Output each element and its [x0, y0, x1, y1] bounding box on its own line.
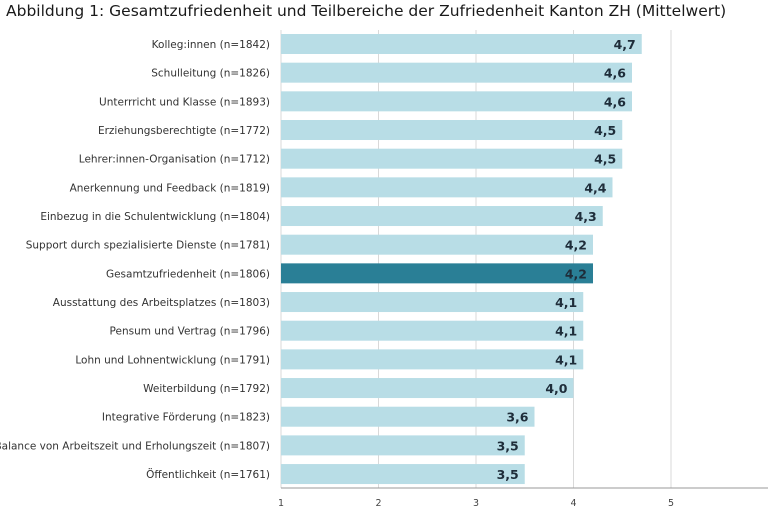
bar [281, 406, 535, 427]
value-label: 4,1 [555, 295, 577, 310]
value-label: 4,2 [565, 266, 587, 281]
category-label: Integrative Förderung (n=1823) [102, 412, 270, 424]
value-label: 4,6 [604, 66, 626, 81]
bar [281, 91, 632, 112]
value-label: 4,4 [584, 180, 606, 195]
value-label: 4,3 [575, 209, 597, 224]
bar [281, 292, 584, 313]
bar [281, 464, 525, 485]
bar [281, 234, 593, 255]
bar [281, 148, 623, 169]
x-tick-label: 3 [473, 498, 479, 509]
category-label: Ausstattung des Arbeitsplatzes (n=1803) [53, 297, 270, 309]
x-tick-label: 2 [375, 498, 381, 509]
value-label: 4,5 [594, 123, 616, 138]
category-label: Unterrricht und Klasse (n=1893) [99, 96, 270, 108]
category-label: Pensum und Vertrag (n=1796) [110, 326, 270, 338]
value-label: 4,7 [614, 37, 636, 52]
value-label: 4,6 [604, 94, 626, 109]
category-label: Support durch spezialisierte Dienste (n=… [26, 240, 270, 252]
chart-title: Abbildung 1: Gesamtzufriedenheit und Tei… [6, 2, 727, 20]
category-label: Lohn und Lohnentwicklung (n=1791) [75, 354, 270, 366]
bar [281, 34, 642, 54]
x-tick-label: 4 [570, 498, 576, 509]
value-label: 3,5 [497, 438, 519, 453]
value-label: 4,2 [565, 238, 587, 253]
category-label: Schulleitung (n=1826) [151, 68, 270, 80]
bar [281, 206, 603, 227]
x-tick-label: 5 [668, 498, 674, 509]
bar-highlight [281, 263, 593, 284]
category-label: Kolleg:innen (n=1842) [152, 39, 270, 51]
bar [281, 349, 584, 370]
category-label: Weiterbildung (n=1792) [143, 383, 270, 395]
value-label: 3,6 [506, 410, 528, 425]
category-label: Gesamtzufriedenheit (n=1806) [106, 268, 270, 280]
bar [281, 320, 584, 341]
category-label: Balance von Arbeitszeit und Erholungszei… [0, 440, 270, 452]
category-label: Anerkennung und Feedback (n=1819) [70, 182, 270, 194]
value-label: 3,5 [497, 467, 519, 482]
bar [281, 177, 613, 198]
bar [281, 378, 574, 399]
category-label: Erziehungsberechtigte (n=1772) [98, 125, 270, 137]
value-label: 4,5 [594, 152, 616, 167]
value-label: 4,1 [555, 324, 577, 339]
x-tick-label: 1 [278, 498, 284, 509]
bar [281, 120, 623, 141]
category-label: Öffentlichkeit (n=1761) [146, 468, 270, 481]
value-label: 4,0 [545, 381, 567, 396]
category-label: Lehrer:innen-Organisation (n=1712) [79, 154, 270, 166]
bar [281, 62, 632, 83]
bar [281, 435, 525, 456]
value-label: 4,1 [555, 352, 577, 367]
category-label: Einbezug in die Schulentwicklung (n=1804… [40, 211, 270, 223]
